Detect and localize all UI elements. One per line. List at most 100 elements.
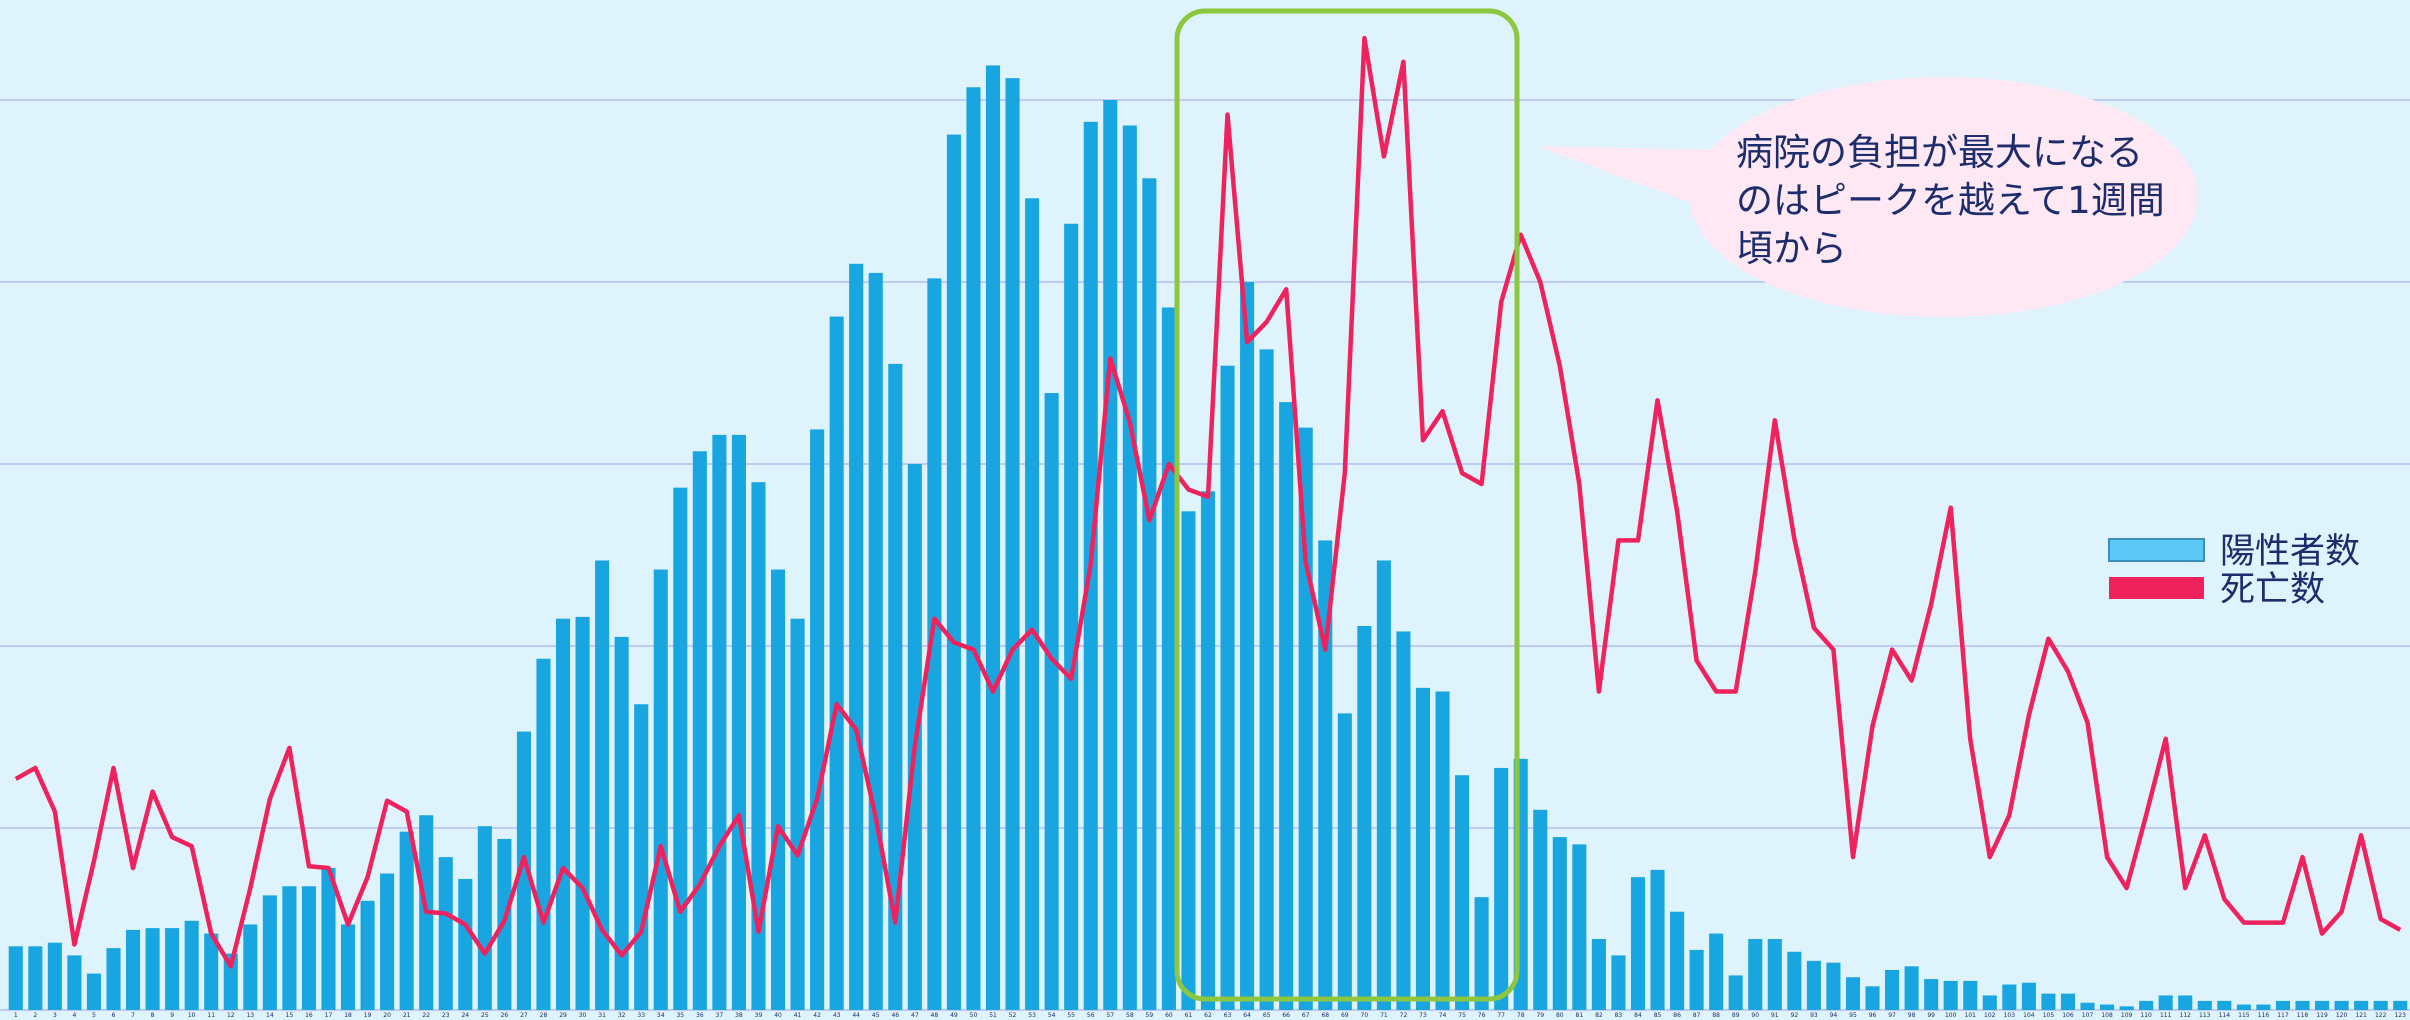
bar (595, 560, 610, 1010)
bar (1630, 877, 1646, 1010)
x-tick-label: 53 (1028, 1012, 1036, 1019)
x-tick-label: 56 (1087, 1012, 1095, 1019)
x-tick-label: 24 (461, 1012, 469, 1019)
x-tick-label: 84 (1634, 1012, 1642, 1019)
x-tick-label: 1 (14, 1012, 18, 1019)
legend-label: 陽性者数 (2220, 532, 2360, 572)
bar (1748, 939, 1763, 1010)
annotation-line: 病院の負担が最大になる (1736, 131, 2143, 174)
x-tick-label: 80 (1556, 1012, 1564, 1019)
x-tick-label: 96 (1869, 1012, 1877, 1019)
bar (321, 868, 336, 1010)
bar (340, 924, 356, 1010)
x-tick-label: 38 (735, 1012, 743, 1019)
bar (1318, 540, 1333, 1010)
bar (985, 65, 1001, 1011)
x-tick-label: 17 (325, 1012, 333, 1019)
x-tick-label: 73 (1419, 1012, 1427, 1019)
bar (243, 924, 258, 1010)
bar (1415, 687, 1431, 1010)
x-tick-label: 40 (774, 1012, 782, 1019)
bar (1005, 78, 1020, 1010)
bar (28, 946, 43, 1010)
x-tick-label: 20 (383, 1012, 391, 1019)
bar (438, 857, 453, 1010)
x-tick-label: 92 (1791, 1012, 1799, 1019)
x-tick-label: 97 (1888, 1012, 1896, 1019)
x-tick-label: 48 (931, 1012, 939, 1019)
x-tick-label: 33 (637, 1012, 645, 1019)
x-tick-label: 118 (2297, 1012, 2309, 1019)
bar (1591, 939, 1606, 1010)
bar (1240, 282, 1255, 1010)
bar (67, 955, 82, 1010)
x-tick-label: 94 (1830, 1012, 1838, 1019)
bar (145, 928, 160, 1010)
bar (2217, 1000, 2232, 1010)
x-tick-label: 104 (2023, 1012, 2035, 1019)
bar (1279, 402, 1294, 1010)
x-tick-label: 8 (151, 1012, 155, 1019)
bar (1200, 491, 1216, 1010)
bar (477, 826, 492, 1010)
annotation-line: 頃から (1736, 227, 1847, 270)
x-tick-label: 69 (1341, 1012, 1349, 1019)
bar (2315, 1000, 2330, 1010)
bar (1025, 198, 1040, 1010)
x-tick-label: 117 (2277, 1012, 2289, 1019)
x-tick-label: 52 (1009, 1012, 1017, 1019)
bar (2178, 995, 2193, 1010)
marks: 1 2 3 4 5 6 7 8 9 10 11 12 13 14 15 16 17 18 19 20 21 22 23 24 2… (8, 35, 2408, 1019)
x-tick-label: 65 (1263, 1012, 1271, 1019)
line (14, 35, 2402, 969)
bar (2119, 1006, 2134, 1010)
bar (790, 618, 805, 1010)
bar (301, 886, 316, 1010)
bar (634, 704, 649, 1010)
x-tick-label: 112 (2180, 1012, 2192, 1019)
x-tick-label: 21 (403, 1012, 411, 1019)
bar (2041, 993, 2056, 1010)
x-tick-label: 36 (696, 1012, 704, 1019)
bar (86, 973, 101, 1010)
x-tick-label: 46 (891, 1012, 899, 1019)
x-tick-label: 37 (716, 1012, 724, 1019)
x-tick-label: 5 (92, 1012, 96, 1019)
x-tick-label: 57 (1106, 1012, 1114, 1019)
x-tick-label: 85 (1654, 1012, 1662, 1019)
x-tick-label: 100 (1945, 1012, 1957, 1019)
x-tick-label: 115 (2238, 1012, 2250, 1019)
x-tick-label: 108 (2101, 1012, 2113, 1019)
bar (1728, 975, 1743, 1010)
bar (1455, 775, 1470, 1010)
bar (262, 895, 277, 1010)
bar (1963, 980, 1978, 1010)
x-tick-label: 66 (1282, 1012, 1290, 1019)
x-tick-label: 31 (598, 1012, 606, 1019)
x-tick-label: 35 (676, 1012, 684, 1019)
bar (888, 363, 903, 1010)
x-tick-label: 23 (442, 1012, 450, 1019)
bar (555, 618, 571, 1010)
bar (516, 731, 531, 1010)
x-tick-label: 120 (2336, 1012, 2348, 1019)
bar (810, 429, 825, 1010)
bar (1122, 125, 1137, 1011)
legend-label: 死亡数 (2220, 570, 2325, 610)
bar (868, 272, 883, 1010)
x-tick-label: 122 (2375, 1012, 2387, 1019)
bar (1885, 969, 1900, 1010)
bar (673, 487, 688, 1010)
bar (1904, 966, 1919, 1010)
bar (360, 900, 375, 1010)
annotation-line: のはピークを越えて1週間 (1736, 179, 2165, 222)
bar (1064, 223, 1079, 1010)
x-tick-label: 88 (1712, 1012, 1720, 1019)
x-tick-label: 76 (1478, 1012, 1486, 1019)
bar (1435, 691, 1450, 1010)
x-tick-label: 62 (1204, 1012, 1212, 1019)
x-tick-label: 22 (422, 1012, 430, 1019)
bar (1943, 980, 1958, 1010)
bar (106, 948, 121, 1010)
